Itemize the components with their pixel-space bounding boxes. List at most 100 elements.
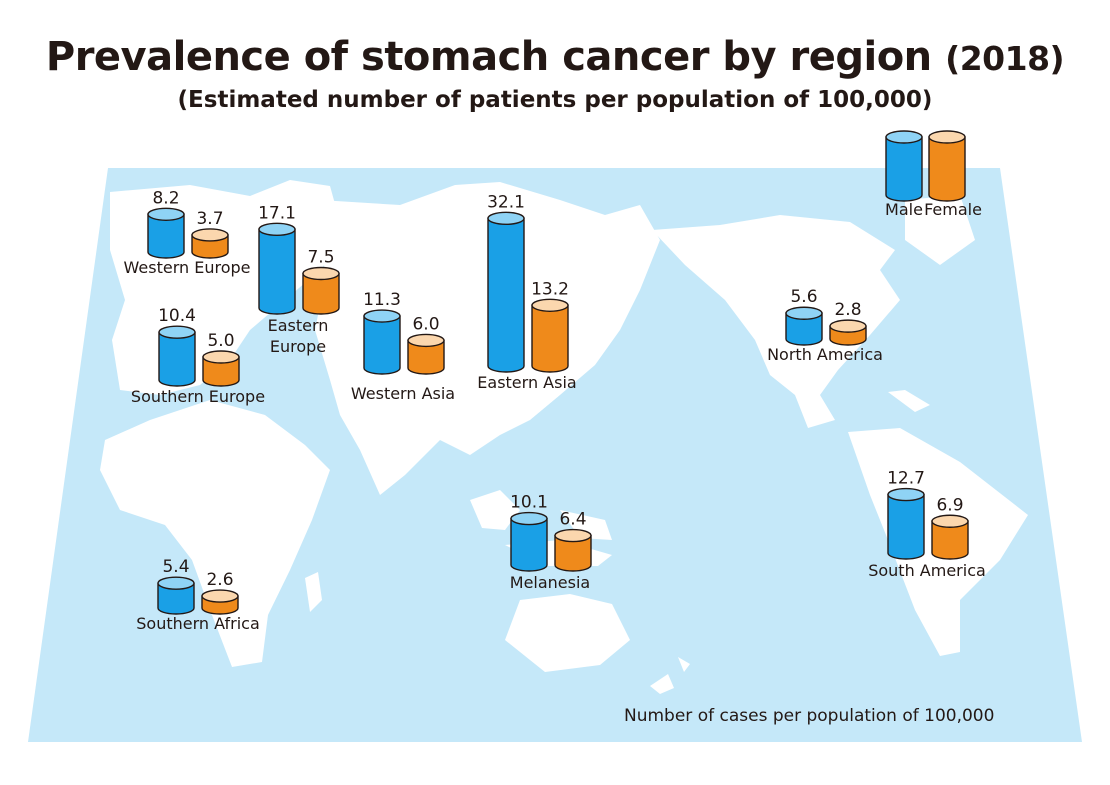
bar-male [785,306,823,346]
land-new-guinea [560,510,612,540]
region-label: Melanesia [510,573,590,592]
bar-male-top [487,211,525,226]
bars-layer: 8.2 3.7 Western Europe 10.4 5.0 Southern Euro… [124,188,986,633]
land-north-america [652,215,900,428]
bar-male-body [147,213,185,259]
land-southeast-asia [470,490,520,530]
region-label: Southern Europe [131,387,265,406]
bar-female [829,319,867,346]
region-label: Europe [270,337,326,356]
bar-male [487,211,525,373]
region-label: Eastern Asia [477,373,576,392]
bar-female-top [931,514,969,528]
region-south-america: 12.7 6.9 South America [868,469,986,580]
bar-female-top [201,589,239,603]
legend-swatch-male [885,130,923,202]
region-label: Eastern [268,316,329,335]
legend-swatch-male-body [885,136,923,202]
bar-male-body [887,493,925,560]
data-label-male: 10.4 [158,306,196,326]
bar-male-top [147,207,185,221]
bar-female-top [302,266,340,281]
axis-unit-note: Number of cases per population of 100,00… [624,706,995,726]
bar-female-body [202,356,240,387]
bar-male-top [785,306,823,320]
region-label: South America [868,561,986,580]
bar-male-top [258,222,296,237]
data-label-female: 7.5 [307,248,334,268]
chart-title-text: Prevalence of stomach cancer by region [45,34,932,80]
data-label-female: 3.7 [196,209,223,229]
bar-male-body [258,228,296,315]
bar-male [887,487,925,560]
region-eastern-asia: 32.1 13.2 Eastern Asia [477,192,576,392]
data-label-female: 6.9 [936,495,963,515]
bar-female [202,350,240,387]
data-label-male: 11.3 [363,290,401,310]
bar-female-body [302,272,340,315]
region-label: Southern Africa [136,614,260,633]
bar-female [931,514,969,560]
bar-female-body [531,304,569,373]
bar-male-top [157,576,195,590]
legend-swatch-female [928,130,966,202]
region-southern-europe: 10.4 5.0 Southern Europe [131,306,265,406]
bar-male [510,511,548,572]
data-label-male: 10.1 [510,493,548,513]
region-western-europe: 8.2 3.7 Western Europe [124,188,251,277]
data-label-male: 17.1 [258,203,296,223]
chart-subtitle: (Estimated number of patients per popula… [177,87,933,113]
bar-male-body [487,217,525,373]
land-africa [100,400,330,667]
bar-male [158,325,196,387]
bar-male-top [158,325,196,339]
region-label: Western Europe [124,258,251,277]
land-australia [505,594,630,672]
data-label-male: 32.1 [487,192,525,212]
bar-male-body [157,582,195,615]
chart-title-year: (2018) [945,39,1065,78]
bar-male-top [887,487,925,502]
bar-female-body [554,534,592,572]
region-label: North America [767,345,883,364]
bar-female-body [931,520,969,560]
bar-female-top [554,528,592,543]
data-label-female: 2.6 [206,570,233,590]
data-label-male: 12.7 [887,469,925,489]
land-madagascar [305,572,322,612]
bar-male [147,207,185,259]
bar-female-top [829,319,867,333]
land-new-zealand [650,674,674,694]
legend-swatch-male-top [885,130,923,144]
bar-male-body [510,517,548,572]
bar-female-body [407,339,445,375]
data-label-female: 13.2 [531,279,569,299]
bar-male-body [158,331,196,387]
region-western-asia: 11.3 6.0 Western Asia [351,290,455,403]
legend-label-female: Female [924,200,982,219]
chart-title: Prevalence of stomach cancer by region (… [0,34,1110,80]
region-eastern-europe: 17.1 7.5 Eastern Europe [258,203,340,356]
bar-male-top [363,309,401,323]
land-nz-north [678,657,690,672]
region-north-america: 5.6 2.8 North America [767,287,883,364]
bar-female [201,589,239,615]
data-label-female: 6.0 [412,314,439,334]
bar-female [554,528,592,572]
bar-female-top [531,298,569,312]
data-label-male: 8.2 [152,188,179,208]
data-label-female: 5.0 [207,331,234,351]
bar-male [157,576,195,615]
data-label-female: 2.8 [834,300,861,320]
bar-male [258,222,296,315]
legend-swatch-female-top [928,130,966,144]
bar-male [363,309,401,375]
region-label: Western Asia [351,384,455,403]
bar-male-body [363,315,401,375]
bar-female-top [191,228,229,242]
region-melanesia: 10.1 6.4 Melanesia [510,493,592,592]
bar-male-top [510,511,548,526]
bar-male-body [785,312,823,346]
land-caribbean [888,390,930,412]
